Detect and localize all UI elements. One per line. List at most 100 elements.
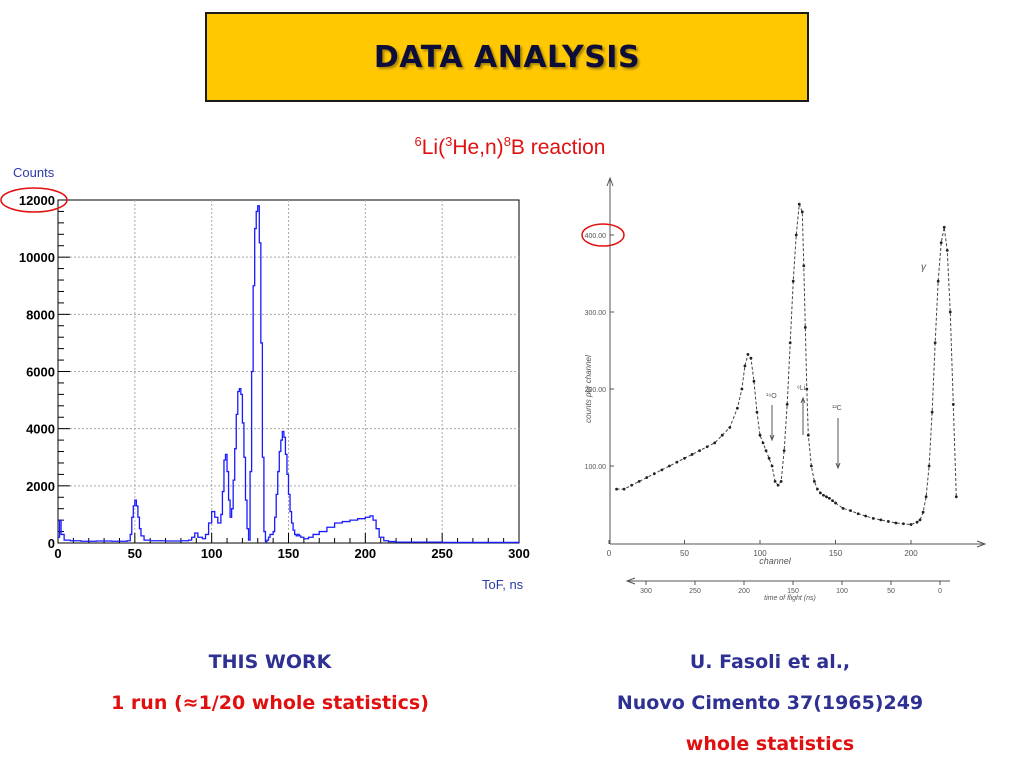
scan-data-point [849,509,852,513]
x-tick-label: 300 [508,546,530,561]
scan-data-point [909,523,913,526]
scan-data-point [720,433,724,437]
right-caption-reference: Nuovo Cimento 37(1965)249 [616,692,924,714]
scan-data-point [886,520,890,523]
annotation-arrowhead [800,396,806,404]
secondary-x-tick-label: 150 [787,588,799,595]
slide-title: DATA ANALYSIS [373,39,641,75]
scan-data-point [749,356,753,360]
scan-data-point [791,279,795,283]
scan-data-point [834,501,837,505]
scan-data-point [794,233,798,237]
highlight-circle [0,187,68,213]
scan-data-point [831,499,834,503]
reaction-sup-2: 3 [445,134,453,149]
reaction-label: 6Li(3He,n)8B reaction [380,134,640,160]
scan-data-point [819,491,822,495]
scan-data-point [637,480,641,483]
annotation-label: ¹²C [832,405,842,412]
annotation-label: γ [921,262,927,273]
x-tick-label: 200 [354,546,376,561]
x-tick-label: 100 [753,549,767,558]
y-tick-label: 4000 [26,422,55,437]
y-tick-label: 10000 [19,250,55,265]
y-tick-label: 8000 [26,307,55,322]
left-caption-subtitle: 1 run (≈1/20 whole statistics) [111,692,429,714]
scan-data-point [815,487,819,491]
secondary-x-tick-label: 50 [887,588,895,595]
scan-data-point [735,406,739,410]
scan-data-point [948,310,952,314]
scan-data-point [773,480,777,483]
scan-data-point [954,495,958,499]
title-box: DATA ANALYSIS [205,12,809,102]
scan-data-point [752,379,756,383]
y-tick-label: 100.00 [585,464,607,471]
annotation-label: ¹⁶O [766,393,777,400]
scan-data-point [782,449,786,452]
scan-data-point [856,512,860,516]
y-tick-label: 300.00 [585,310,607,317]
y-tick-label: 12000 [19,193,55,208]
reaction-text-1: Li( [421,136,446,159]
x-tick-label: 150 [278,546,300,561]
scan-data-point [802,264,806,268]
secondary-axis-arrow [625,577,636,585]
reaction-sup-3: 8 [503,134,511,149]
x-tick-label: 200 [904,549,918,558]
scan-data-point [902,522,905,526]
scan-data-point [645,476,649,479]
x-tick-label: 0 [607,549,612,558]
scan-data-point [800,210,804,214]
scan-data-point [690,453,694,456]
highlight-circle [581,223,625,247]
x-tick-label: 50 [680,549,689,558]
scan-data-point [805,387,809,391]
scan-data-point [871,516,875,520]
scan-data-point [939,241,943,245]
scan-data-point [822,493,825,497]
y-tick-label: 400.00 [585,233,607,240]
scan-data-point [915,520,919,524]
right-caption-note: whole statistics [685,733,855,755]
scan-data-point [767,456,771,460]
scan-data-point [755,410,759,414]
scan-data-point [758,433,762,437]
x-tick-label: 150 [829,549,843,558]
scan-data-point [930,410,934,414]
reaction-text-3: B reaction [510,136,606,159]
secondary-x-tick-label: 0 [938,588,942,595]
secondary-x-tick-label: 200 [738,588,750,595]
x-axis-arrow [976,540,987,548]
y-tick-label: 200.00 [585,387,607,394]
scan-data-point [945,249,949,252]
scan-data-point [705,445,709,449]
reaction-text-2: He,n) [452,136,504,159]
scan-data-point [764,449,768,452]
scan-data-point [803,326,807,329]
scan-series-line [616,204,957,526]
scan-data-point [797,202,801,206]
left-x-axis-label: ToF, ns [482,577,524,592]
left-caption-title: THIS WORK [208,651,332,673]
histogram-series [58,205,520,544]
scan-data-point [746,352,750,356]
y-axis-arrow [606,176,614,187]
scan-data-point [924,495,928,499]
scan-data-point [728,426,732,429]
scan-data-point [683,456,686,460]
scan-data-point [809,464,813,468]
scan-data-point [770,464,774,468]
scan-data-point [936,279,940,283]
reaction-sup-1: 6 [414,134,422,149]
x-tick-label: 50 [128,546,142,561]
scan-data-point [942,225,946,229]
scan-data-point [879,518,883,522]
annotation-arrowhead [769,434,775,442]
y-axis-title: counts per channel [584,355,593,423]
scan-data-point [788,341,792,345]
left-y-axis-label: Counts [13,165,55,180]
x-tick-label: 0 [54,546,61,561]
